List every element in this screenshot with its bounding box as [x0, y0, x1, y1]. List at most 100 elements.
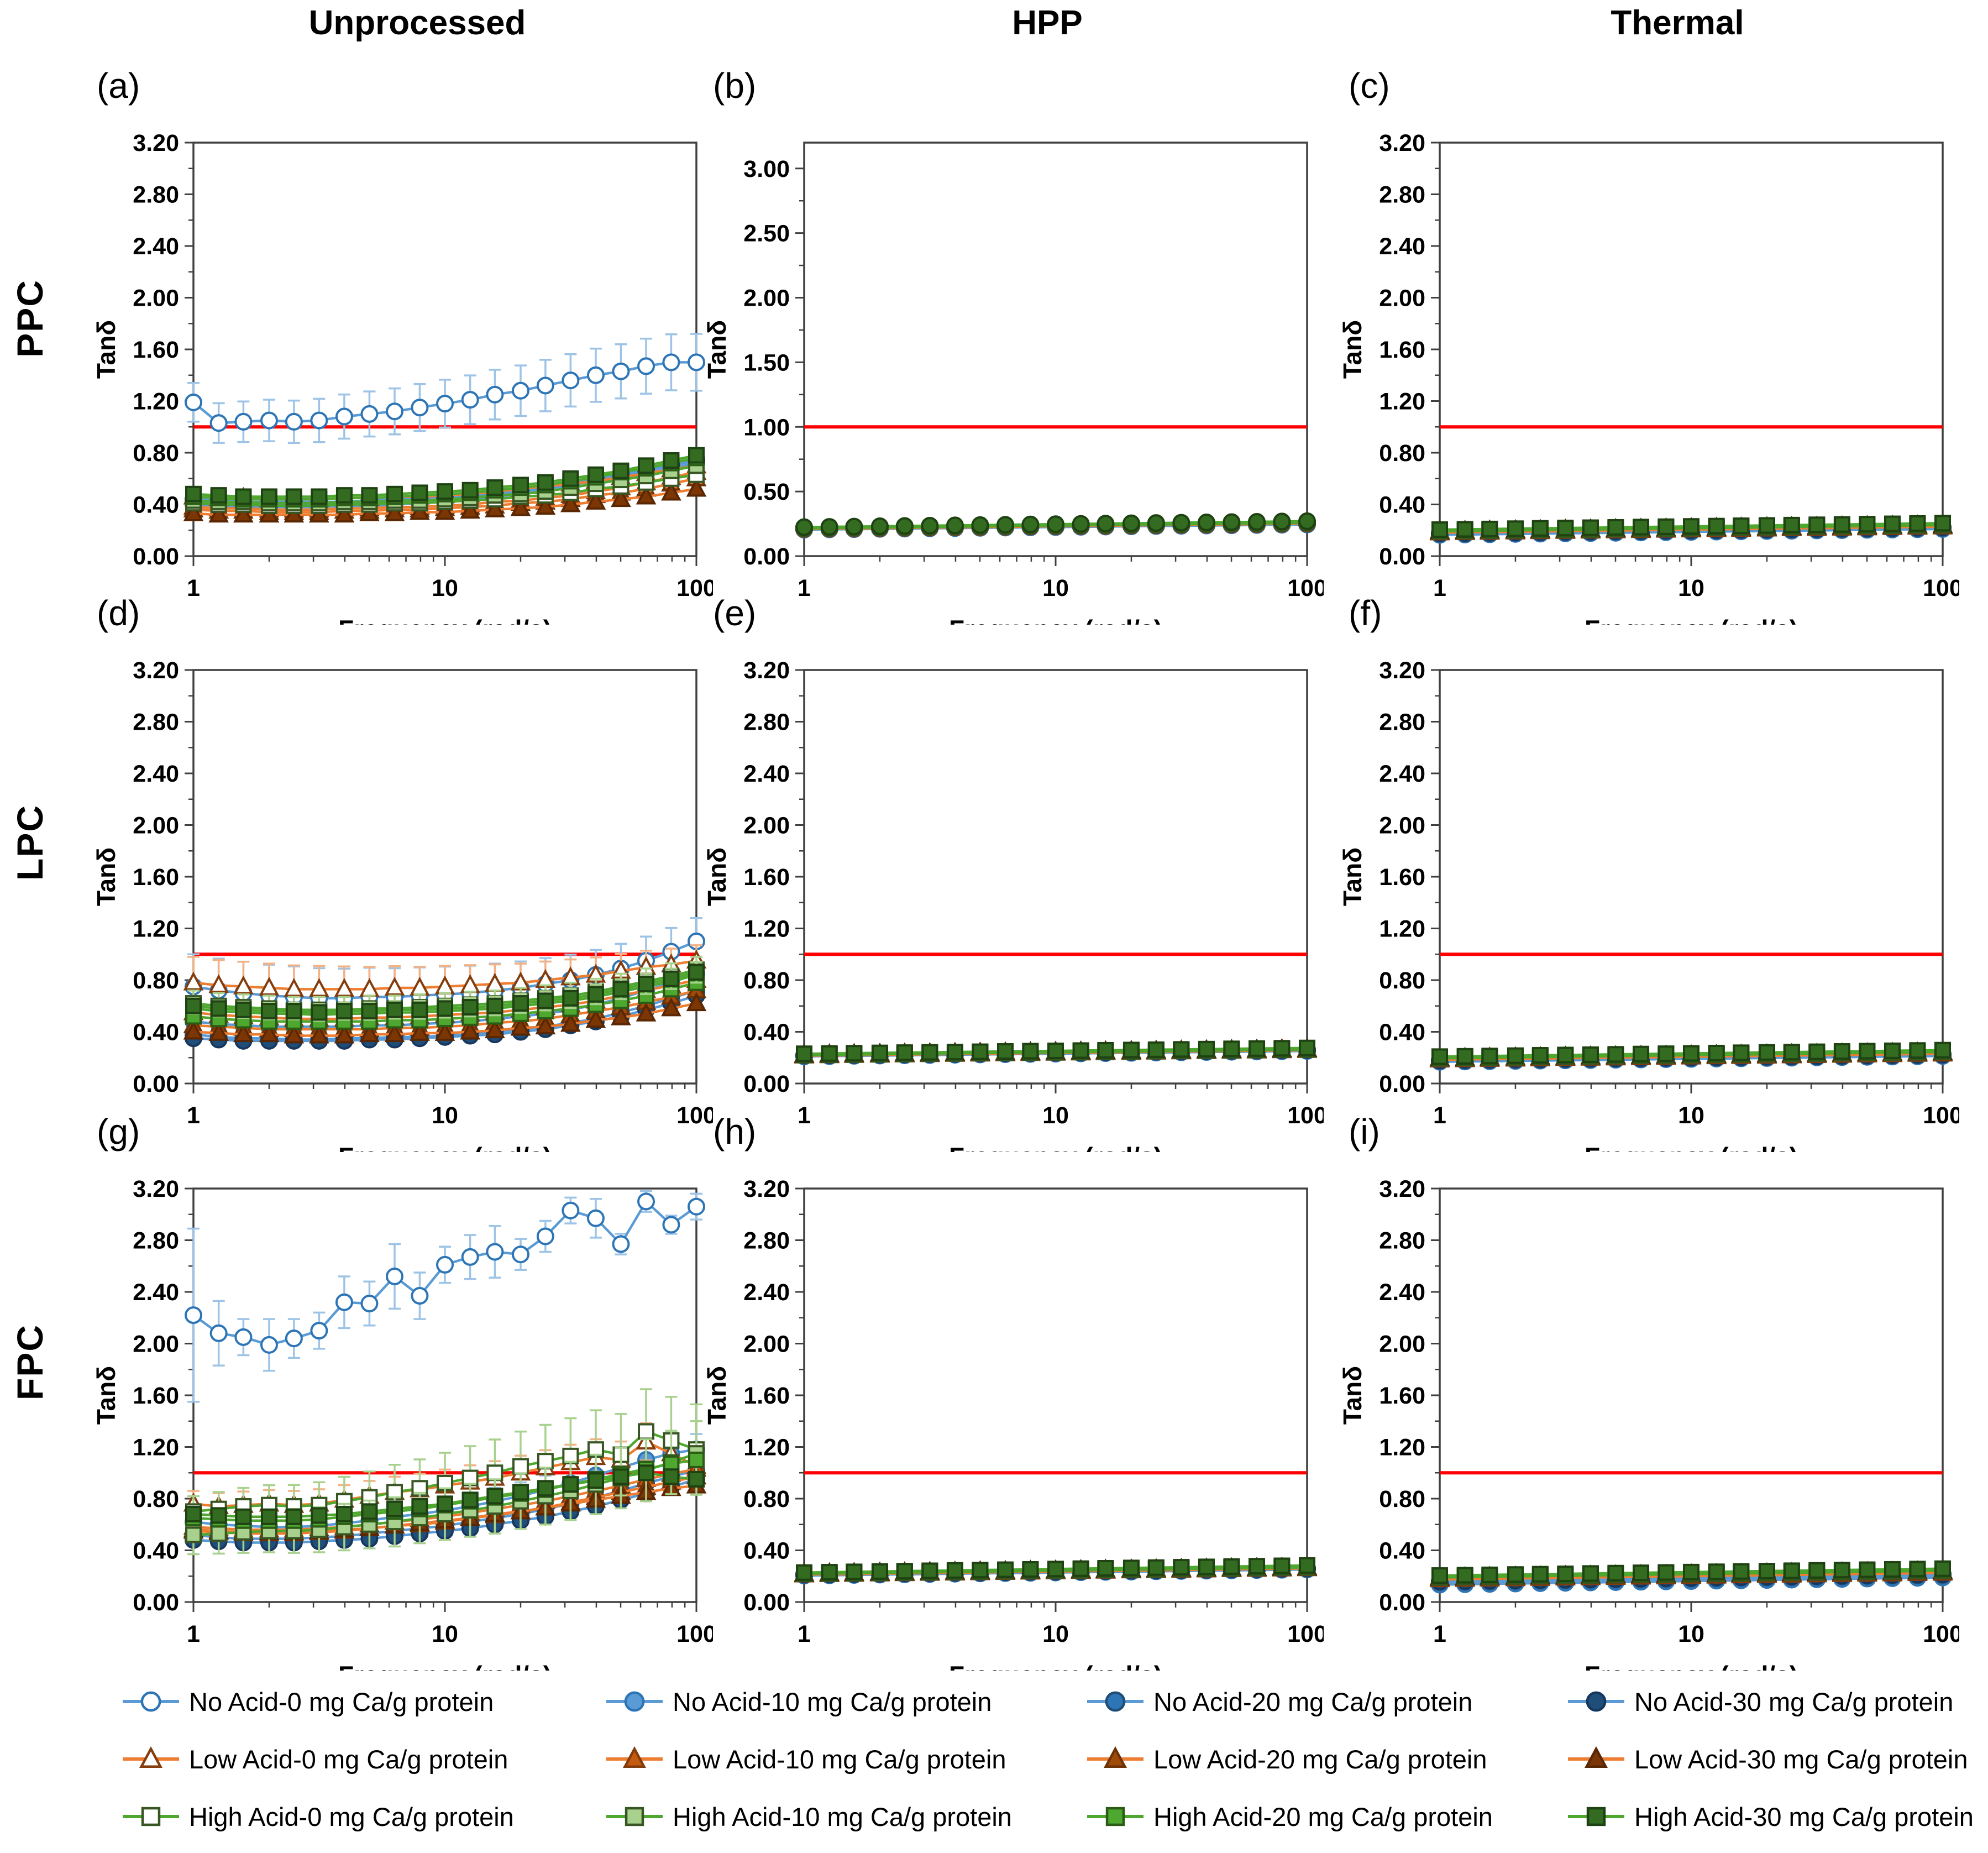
circle-marker [536, 1227, 554, 1245]
square-marker [1456, 1567, 1473, 1584]
x-tick-label: 100 [676, 1102, 713, 1129]
square-marker [311, 488, 328, 505]
square-marker [612, 462, 630, 479]
square-marker [311, 1507, 328, 1524]
y-tick-label: 2.40 [1379, 1279, 1425, 1306]
square-marker [1633, 1564, 1650, 1582]
x-tick-label: 10 [1042, 575, 1069, 601]
square-marker [921, 1562, 938, 1579]
square-marker [688, 1470, 705, 1488]
square-marker [210, 1507, 227, 1524]
square-marker [1758, 1044, 1775, 1061]
circle-marker [688, 1197, 705, 1216]
square-marker [871, 1044, 888, 1061]
series-highacid30 [795, 512, 1316, 536]
triangle-marker [284, 1024, 305, 1044]
y-tick-label: 2.00 [1379, 813, 1425, 839]
square-marker [1683, 1563, 1699, 1580]
square-marker [437, 1495, 453, 1512]
y-tick-label: 0.00 [1379, 543, 1425, 570]
square-marker [1557, 1046, 1574, 1064]
panel-letter-d: (d) [97, 593, 140, 633]
square-marker [587, 466, 604, 483]
series-highacid30 [1431, 515, 1951, 538]
y-tick-label: 0.40 [743, 1538, 790, 1564]
x-tick-label: 1 [187, 1621, 200, 1647]
lowacid0-legend-marker-icon [123, 1746, 179, 1768]
y-tick-label: 1.60 [1379, 864, 1425, 891]
x-tick-label: 1 [1433, 575, 1446, 601]
square-marker [361, 487, 378, 504]
plot-border [1439, 142, 1944, 557]
square-marker [1072, 1560, 1089, 1577]
y-tick-label: 1.00 [743, 414, 790, 441]
circle-marker [586, 366, 605, 384]
square-marker [461, 481, 479, 499]
y-tick-label: 3.20 [133, 657, 179, 684]
square-marker [1557, 520, 1574, 537]
triangle-marker [535, 1015, 556, 1035]
square-marker [1708, 1563, 1725, 1580]
square-marker [1531, 520, 1549, 537]
square-marker [411, 1498, 428, 1515]
y-tick-label: 0.00 [743, 543, 790, 570]
circle-marker [1172, 514, 1190, 532]
y-tick-label: 0.50 [743, 479, 790, 505]
circle-marker [662, 353, 680, 371]
legend-item-lowacid0: Low Acid-0 mg Ca/g protein [120, 1742, 604, 1776]
triangle-marker [233, 975, 254, 994]
chart-panel-d: 0.00 0.40 0.80 1.20 1.60 2.00 2.40 2.80 3.20 1 10 1… [88, 655, 716, 1171]
circle-marker [971, 516, 989, 534]
y-tick-label: 2.80 [1379, 1228, 1425, 1254]
square-marker [537, 992, 554, 1009]
square-marker [1105, 1807, 1125, 1826]
square-marker [210, 487, 227, 504]
plot-border [803, 142, 1308, 557]
square-marker [1022, 1043, 1039, 1060]
square-marker [537, 1480, 554, 1497]
y-tick-label: 2.00 [133, 813, 179, 839]
y-tick-label: 0.00 [1379, 1071, 1425, 1097]
square-marker [1097, 1559, 1114, 1577]
circle-marker [486, 1243, 504, 1261]
triangle-marker [560, 493, 581, 512]
square-marker [1173, 1041, 1190, 1058]
circle-marker [436, 1255, 454, 1274]
circle-marker [662, 1216, 680, 1234]
square-marker [1783, 1044, 1800, 1061]
square-marker [210, 1000, 227, 1017]
square-marker [1833, 1562, 1850, 1579]
square-marker [997, 1561, 1014, 1578]
x-tick-label: 1 [1433, 1621, 1446, 1647]
y-tick-label: 2.40 [133, 233, 179, 260]
y-tick-label: 2.80 [743, 1228, 790, 1254]
y-tick-label: 2.40 [743, 761, 790, 787]
y-tick-label: 0.40 [1379, 1538, 1425, 1564]
square-marker [1783, 516, 1800, 533]
circle-marker [612, 362, 630, 380]
x-tick-label: 10 [432, 1621, 458, 1647]
y-tick-label: 2.40 [1379, 761, 1425, 787]
square-marker [1859, 1561, 1876, 1578]
square-marker [1223, 1558, 1240, 1575]
square-marker [896, 1044, 913, 1061]
square-marker [1733, 1563, 1750, 1580]
square-marker [1884, 1561, 1901, 1578]
circle-marker [185, 1306, 202, 1325]
chart-svg-(a): 0.00 0.40 0.80 1.20 1.60 2.00 2.40 2.80 3.20 1 10 1… [92, 130, 716, 643]
column-header-hpp: HPP [1012, 4, 1083, 42]
square-marker [1273, 1040, 1291, 1057]
triangle-marker [208, 503, 229, 523]
y-tick-label: 1.20 [133, 1435, 179, 1461]
y-tick-label: 1.20 [743, 1435, 790, 1461]
noacid20-legend-marker-icon [1087, 1691, 1144, 1712]
square-marker [1122, 1559, 1140, 1577]
square-marker [638, 976, 655, 993]
y-tick-label: 2.80 [1379, 182, 1425, 208]
circle-marker [335, 407, 353, 426]
square-marker [260, 1003, 277, 1020]
x-tick-label: 10 [432, 575, 458, 601]
square-marker [1299, 1557, 1315, 1574]
square-marker [486, 997, 503, 1014]
circle-marker [1097, 515, 1115, 533]
